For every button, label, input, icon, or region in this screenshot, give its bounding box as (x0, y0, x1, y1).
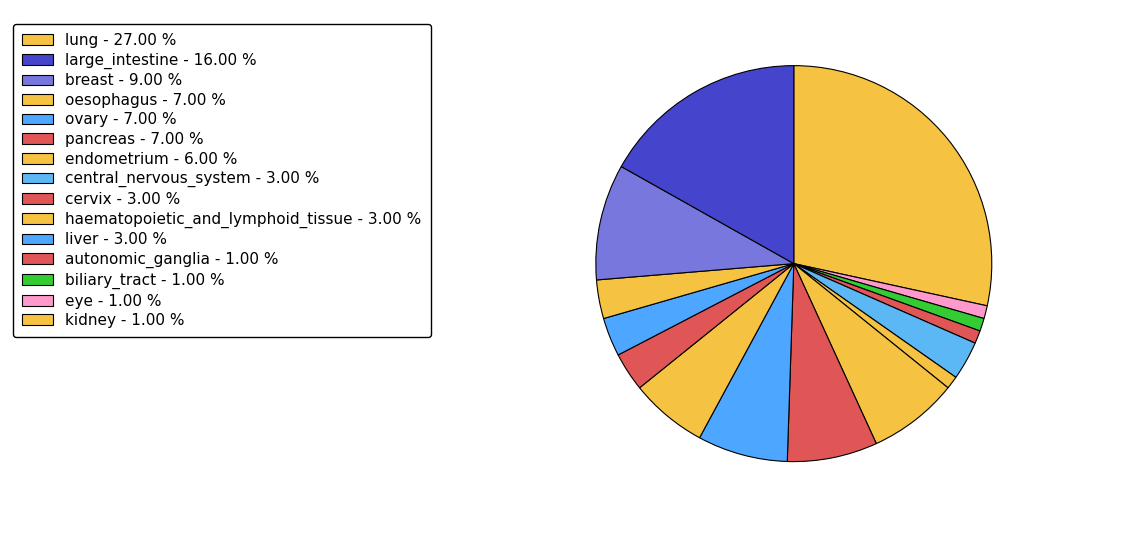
Legend: lung - 27.00 %, large_intestine - 16.00 %, breast - 9.00 %, oesophagus - 7.00 %,: lung - 27.00 %, large_intestine - 16.00 … (14, 24, 431, 337)
Wedge shape (794, 66, 992, 306)
Wedge shape (603, 264, 794, 355)
Wedge shape (596, 264, 794, 318)
Wedge shape (794, 264, 948, 444)
Wedge shape (640, 264, 794, 438)
Wedge shape (618, 264, 794, 388)
Wedge shape (794, 264, 975, 377)
Wedge shape (595, 167, 794, 280)
Wedge shape (787, 264, 877, 462)
Wedge shape (621, 66, 794, 264)
Wedge shape (794, 264, 956, 388)
Wedge shape (794, 264, 988, 318)
Wedge shape (700, 264, 794, 462)
Wedge shape (794, 264, 984, 331)
Wedge shape (794, 264, 980, 343)
